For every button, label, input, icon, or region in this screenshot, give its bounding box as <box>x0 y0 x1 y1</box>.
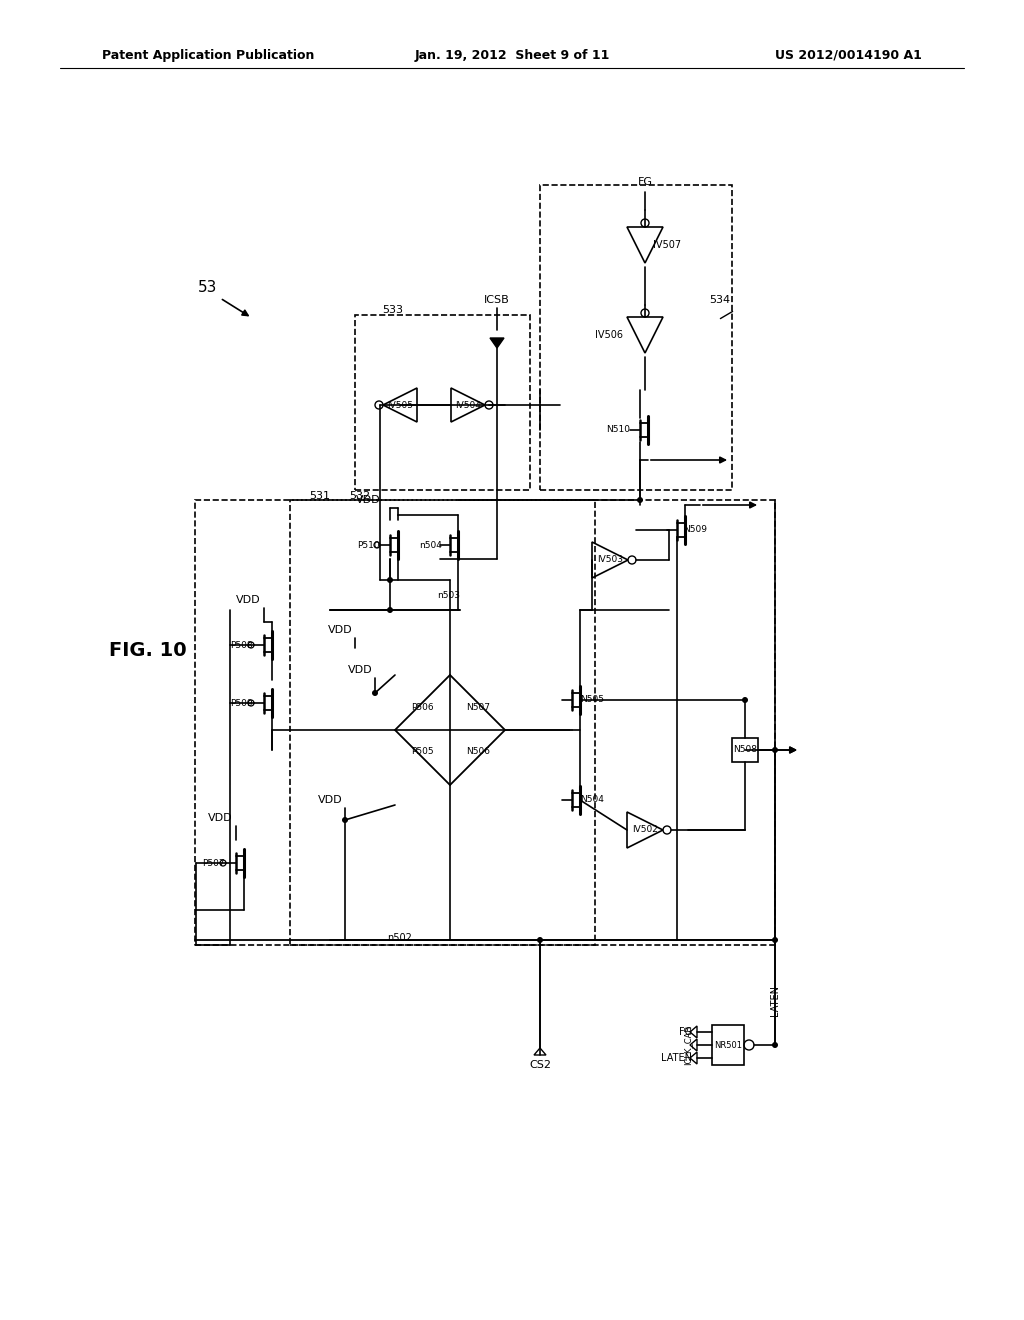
Bar <box>540 185 732 490</box>
Bar <box>290 500 595 945</box>
Text: N508: N508 <box>733 746 757 755</box>
Text: P505: P505 <box>411 747 433 756</box>
Text: NR501: NR501 <box>714 1040 742 1049</box>
Text: N509: N509 <box>683 525 707 535</box>
Text: P508: P508 <box>230 640 253 649</box>
Text: US 2012/0014190 A1: US 2012/0014190 A1 <box>775 49 922 62</box>
Text: P507: P507 <box>203 858 225 867</box>
Text: 533: 533 <box>383 305 403 315</box>
Circle shape <box>372 690 378 696</box>
Text: P506: P506 <box>411 704 433 713</box>
Circle shape <box>387 607 393 612</box>
Text: VDD: VDD <box>317 795 342 805</box>
Text: 531: 531 <box>309 491 331 502</box>
Text: VDD: VDD <box>355 495 380 506</box>
Text: IV505: IV505 <box>387 400 413 409</box>
Bar <box>732 738 758 762</box>
Text: ICLK_CAB: ICLK_CAB <box>683 1024 692 1065</box>
Text: ICSB: ICSB <box>484 294 510 305</box>
Text: Jan. 19, 2012  Sheet 9 of 11: Jan. 19, 2012 Sheet 9 of 11 <box>415 49 609 62</box>
Text: Patent Application Publication: Patent Application Publication <box>102 49 314 62</box>
Text: IV502: IV502 <box>632 825 658 834</box>
Polygon shape <box>690 1026 697 1038</box>
Text: VDD: VDD <box>208 813 232 822</box>
Bar <box>712 1026 744 1065</box>
Text: N506: N506 <box>466 747 490 756</box>
Polygon shape <box>534 1048 546 1055</box>
Text: IV506: IV506 <box>595 330 623 341</box>
Text: IV503: IV503 <box>597 556 623 565</box>
Polygon shape <box>490 338 504 348</box>
Circle shape <box>742 697 748 704</box>
Text: n504: n504 <box>419 540 442 549</box>
Text: LATEN: LATEN <box>662 1053 692 1063</box>
Text: FG: FG <box>638 177 652 187</box>
Text: n503: n503 <box>437 590 460 599</box>
Bar <box>355 315 530 490</box>
Polygon shape <box>690 1039 697 1051</box>
Text: 534: 534 <box>710 294 730 305</box>
Text: N505: N505 <box>580 696 604 705</box>
Circle shape <box>387 577 393 583</box>
Text: 532: 532 <box>349 491 371 502</box>
Text: P509: P509 <box>230 698 253 708</box>
Text: P510: P510 <box>357 540 380 549</box>
Text: FG: FG <box>679 1027 692 1038</box>
Text: CS2: CS2 <box>529 1060 551 1071</box>
Text: LATEN: LATEN <box>770 985 780 1015</box>
Circle shape <box>342 817 348 822</box>
Polygon shape <box>690 1052 697 1064</box>
Text: N504: N504 <box>580 796 604 804</box>
Text: FIG. 10: FIG. 10 <box>110 640 186 660</box>
Text: 53: 53 <box>199 281 218 296</box>
Circle shape <box>772 1041 778 1048</box>
Text: IV507: IV507 <box>653 240 681 249</box>
Text: VDD: VDD <box>348 665 373 675</box>
Bar <box>195 500 775 945</box>
Circle shape <box>772 747 778 752</box>
Text: n502: n502 <box>387 933 413 942</box>
Text: VDD: VDD <box>328 624 352 635</box>
Text: N510: N510 <box>606 425 630 434</box>
Text: N507: N507 <box>466 704 490 713</box>
Circle shape <box>637 498 643 503</box>
Text: VDD: VDD <box>236 595 260 605</box>
Text: IV504: IV504 <box>455 400 481 409</box>
Circle shape <box>772 937 778 942</box>
Circle shape <box>537 937 543 942</box>
